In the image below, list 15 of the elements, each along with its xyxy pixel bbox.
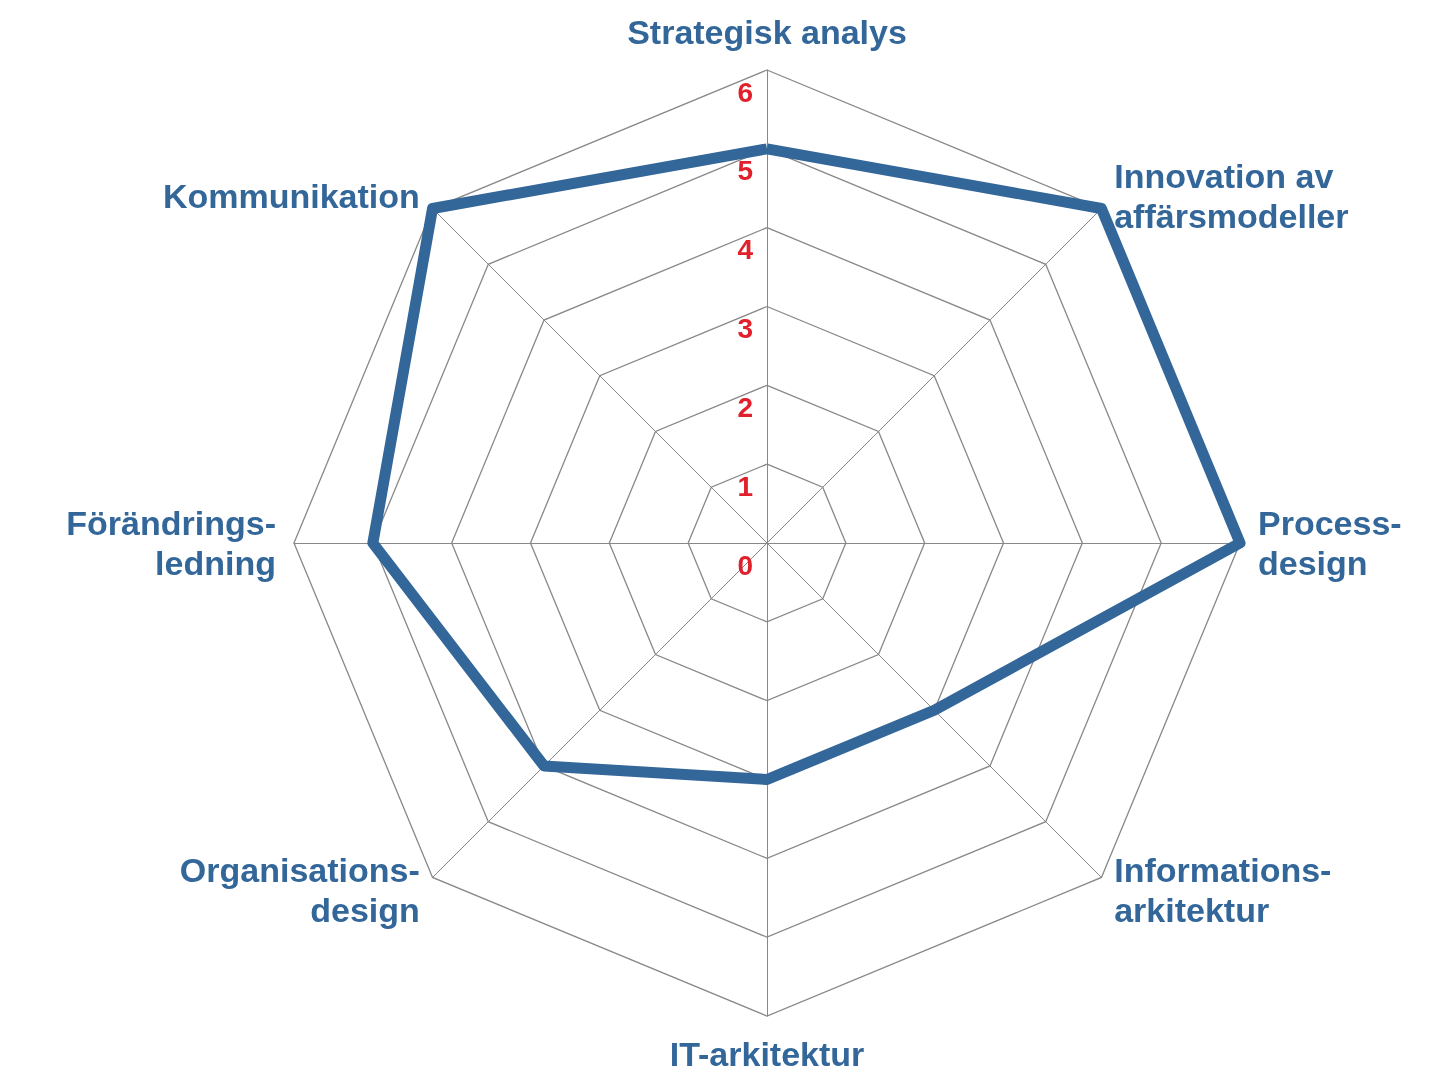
y-tick-label: 1 [737, 470, 753, 502]
y-tick-label: 6 [737, 76, 753, 108]
y-tick-label: 3 [737, 313, 753, 344]
y-tick-label: 5 [737, 155, 753, 187]
spoke-label: Organisations- design [179, 851, 420, 930]
spoke-label: Process- design [1258, 504, 1402, 582]
y-tick-label: 0 [737, 549, 753, 581]
spoke-label: Kommunikation [162, 176, 420, 215]
y-tick-label: 2 [737, 391, 753, 423]
spoke-label: Innovation av affärsmodeller [1114, 156, 1349, 235]
y-tick-label: 4 [737, 234, 754, 266]
spoke-label: IT-arkitektur [669, 1035, 865, 1073]
spoke-label: Förändrings- ledning [66, 504, 276, 582]
spoke-label: Informations- arkitektur [1114, 851, 1332, 930]
spoke-label: Strategisk analys [627, 13, 907, 51]
